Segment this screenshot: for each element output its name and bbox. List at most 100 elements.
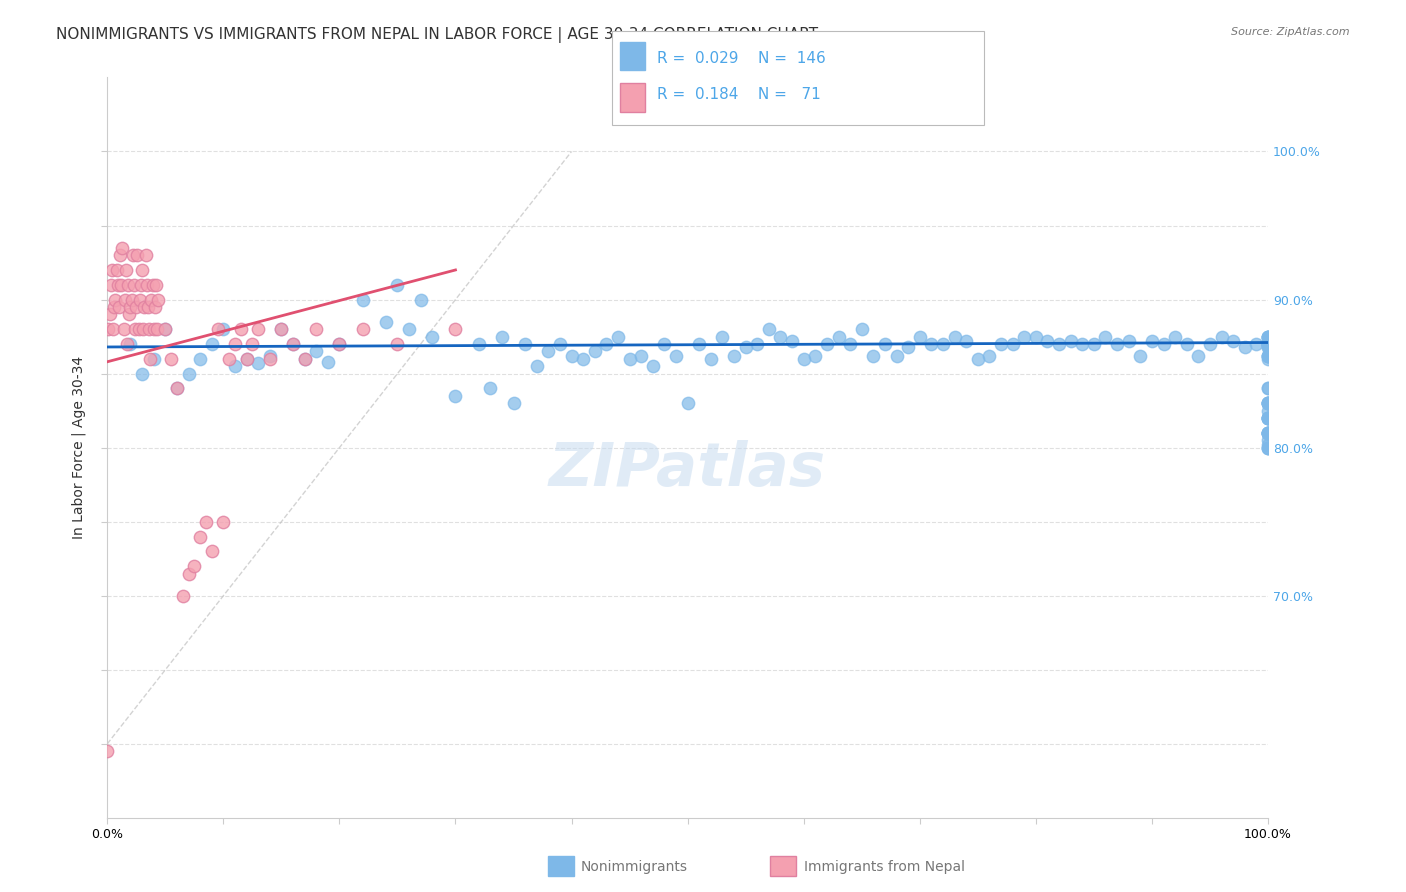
Point	[537, 344, 560, 359]
Point	[121, 293, 143, 307]
Point	[229, 322, 252, 336]
Point	[1257, 425, 1279, 440]
Point	[1129, 349, 1152, 363]
Point	[513, 337, 536, 351]
Text: Nonimmigrants: Nonimmigrants	[581, 860, 688, 874]
Point	[1257, 329, 1279, 343]
Point	[374, 315, 396, 329]
Point	[352, 322, 374, 336]
Point	[148, 293, 170, 307]
Point	[1257, 337, 1279, 351]
Point	[240, 337, 263, 351]
Point	[1257, 396, 1279, 410]
Point	[305, 322, 328, 336]
Point	[1257, 340, 1279, 354]
Point	[166, 381, 188, 395]
Point	[110, 277, 132, 292]
Point	[114, 293, 136, 307]
Point	[155, 322, 177, 336]
Text: R =  0.029    N =  146: R = 0.029 N = 146	[657, 51, 825, 66]
Point	[1257, 337, 1279, 351]
Point	[793, 351, 815, 366]
Point	[526, 359, 548, 374]
Point	[128, 322, 150, 336]
Point	[780, 334, 803, 348]
Point	[1257, 381, 1279, 395]
Point	[138, 322, 160, 336]
Point	[177, 367, 200, 381]
Point	[700, 351, 723, 366]
Point	[1199, 337, 1222, 351]
Point	[1257, 425, 1279, 440]
Point	[135, 248, 157, 262]
Point	[561, 349, 583, 363]
Point	[108, 300, 131, 314]
Point	[932, 337, 955, 351]
Point	[145, 277, 167, 292]
Point	[1036, 334, 1059, 348]
Point	[1257, 337, 1279, 351]
Point	[1257, 425, 1279, 440]
Point	[758, 322, 780, 336]
Point	[270, 322, 292, 336]
Point	[120, 300, 142, 314]
Point	[1187, 349, 1209, 363]
Point	[105, 263, 128, 277]
Point	[294, 351, 316, 366]
Point	[120, 337, 142, 351]
Point	[1257, 411, 1279, 425]
Point	[1257, 351, 1279, 366]
Point	[769, 329, 792, 343]
Point	[142, 322, 165, 336]
Point	[104, 293, 127, 307]
Point	[1257, 340, 1279, 354]
Point	[966, 351, 988, 366]
Point	[270, 322, 292, 336]
Point	[747, 337, 769, 351]
Point	[142, 351, 165, 366]
Point	[1257, 425, 1279, 440]
Point	[1257, 403, 1279, 417]
Point	[201, 544, 224, 558]
Point	[183, 559, 205, 574]
Point	[641, 359, 664, 374]
Point	[224, 337, 246, 351]
Point	[103, 300, 125, 314]
Point	[235, 351, 257, 366]
Point	[124, 322, 146, 336]
Point	[1257, 329, 1279, 343]
Point	[101, 263, 124, 277]
Point	[862, 349, 884, 363]
Text: Immigrants from Nepal: Immigrants from Nepal	[804, 860, 966, 874]
Point	[1257, 434, 1279, 448]
Point	[688, 337, 710, 351]
Point	[1257, 337, 1279, 351]
Point	[166, 381, 188, 395]
Point	[1257, 396, 1279, 410]
Point	[920, 337, 942, 351]
Point	[97, 322, 120, 336]
Point	[1059, 334, 1081, 348]
Point	[1140, 334, 1163, 348]
Point	[118, 307, 141, 321]
Point	[665, 349, 688, 363]
Point	[409, 293, 432, 307]
Point	[316, 355, 339, 369]
Point	[115, 337, 138, 351]
Point	[955, 334, 977, 348]
Point	[98, 307, 121, 321]
Point	[134, 300, 156, 314]
Point	[305, 344, 328, 359]
Point	[398, 322, 420, 336]
Point	[630, 349, 652, 363]
Point	[294, 351, 316, 366]
Point	[1257, 396, 1279, 410]
Point	[491, 329, 513, 343]
Point	[96, 744, 118, 758]
Point	[1047, 337, 1070, 351]
Point	[1257, 349, 1279, 363]
Point	[479, 381, 502, 395]
Point	[711, 329, 734, 343]
Point	[1257, 337, 1279, 351]
Point	[839, 337, 862, 351]
